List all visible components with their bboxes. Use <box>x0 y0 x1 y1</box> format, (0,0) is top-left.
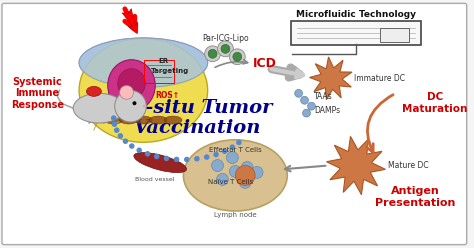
Circle shape <box>211 160 223 171</box>
Circle shape <box>236 140 242 145</box>
Circle shape <box>204 154 210 160</box>
Text: Microfluidic Technology: Microfluidic Technology <box>296 10 416 19</box>
Text: ER: ER <box>158 58 168 64</box>
Circle shape <box>229 165 241 177</box>
Circle shape <box>308 102 315 110</box>
FancyBboxPatch shape <box>2 3 467 245</box>
Text: Antigen
Presentation: Antigen Presentation <box>375 186 456 208</box>
Circle shape <box>227 152 238 163</box>
Text: ROS↑: ROS↑ <box>155 91 179 100</box>
Circle shape <box>229 49 245 65</box>
Circle shape <box>118 133 123 139</box>
Polygon shape <box>327 136 385 195</box>
Text: Effector T Cells: Effector T Cells <box>209 147 262 153</box>
Ellipse shape <box>118 69 146 98</box>
Circle shape <box>218 41 233 57</box>
Circle shape <box>129 143 135 149</box>
FancyBboxPatch shape <box>380 28 410 42</box>
Text: Lymph node: Lymph node <box>214 212 256 218</box>
Ellipse shape <box>134 153 186 173</box>
Circle shape <box>154 154 159 159</box>
Ellipse shape <box>108 60 155 111</box>
Circle shape <box>213 152 219 157</box>
Circle shape <box>235 165 255 185</box>
Text: In-situ Tumor
Vaccination: In-situ Tumor Vaccination <box>123 99 273 137</box>
Ellipse shape <box>105 116 123 124</box>
Circle shape <box>115 90 146 122</box>
Ellipse shape <box>164 116 182 124</box>
Circle shape <box>111 115 117 121</box>
Ellipse shape <box>73 93 125 123</box>
Text: TAAs: TAAs <box>314 92 333 101</box>
Circle shape <box>119 86 134 99</box>
Ellipse shape <box>79 38 208 87</box>
Circle shape <box>145 151 150 156</box>
Circle shape <box>123 138 128 144</box>
Text: Naïve T Cells: Naïve T Cells <box>208 179 253 185</box>
Circle shape <box>114 127 119 133</box>
Ellipse shape <box>135 116 152 124</box>
Circle shape <box>222 149 228 154</box>
Ellipse shape <box>87 86 101 96</box>
Ellipse shape <box>119 116 137 124</box>
Ellipse shape <box>79 38 208 142</box>
Circle shape <box>301 96 309 104</box>
Circle shape <box>302 109 310 117</box>
Ellipse shape <box>183 140 287 211</box>
Circle shape <box>233 52 242 61</box>
Circle shape <box>221 44 230 53</box>
FancyBboxPatch shape <box>291 21 421 45</box>
Text: DAMPs: DAMPs <box>314 106 340 115</box>
Circle shape <box>133 101 137 105</box>
Circle shape <box>112 122 117 127</box>
Ellipse shape <box>149 116 167 124</box>
Circle shape <box>295 89 302 97</box>
Text: ICD: ICD <box>253 57 277 70</box>
Ellipse shape <box>79 38 208 87</box>
Circle shape <box>194 156 200 161</box>
Text: Systemic
Immune
Response: Systemic Immune Response <box>11 77 64 110</box>
Text: Blood vessel: Blood vessel <box>136 177 175 182</box>
Text: Par-ICG-Lipo: Par-ICG-Lipo <box>203 34 249 43</box>
Circle shape <box>241 162 253 173</box>
Circle shape <box>217 173 228 185</box>
Circle shape <box>174 157 179 162</box>
Circle shape <box>143 105 146 108</box>
Circle shape <box>229 144 235 150</box>
Circle shape <box>164 156 169 161</box>
Circle shape <box>205 46 220 62</box>
Circle shape <box>239 176 251 188</box>
Circle shape <box>208 49 217 58</box>
Circle shape <box>137 148 142 153</box>
Text: Immature DC: Immature DC <box>354 74 405 83</box>
Text: Targeting: Targeting <box>151 68 190 74</box>
Circle shape <box>184 157 190 162</box>
Circle shape <box>251 166 263 178</box>
Polygon shape <box>310 57 352 100</box>
Text: Mature DC: Mature DC <box>388 161 428 170</box>
Text: DC
Maturation: DC Maturation <box>402 93 468 114</box>
